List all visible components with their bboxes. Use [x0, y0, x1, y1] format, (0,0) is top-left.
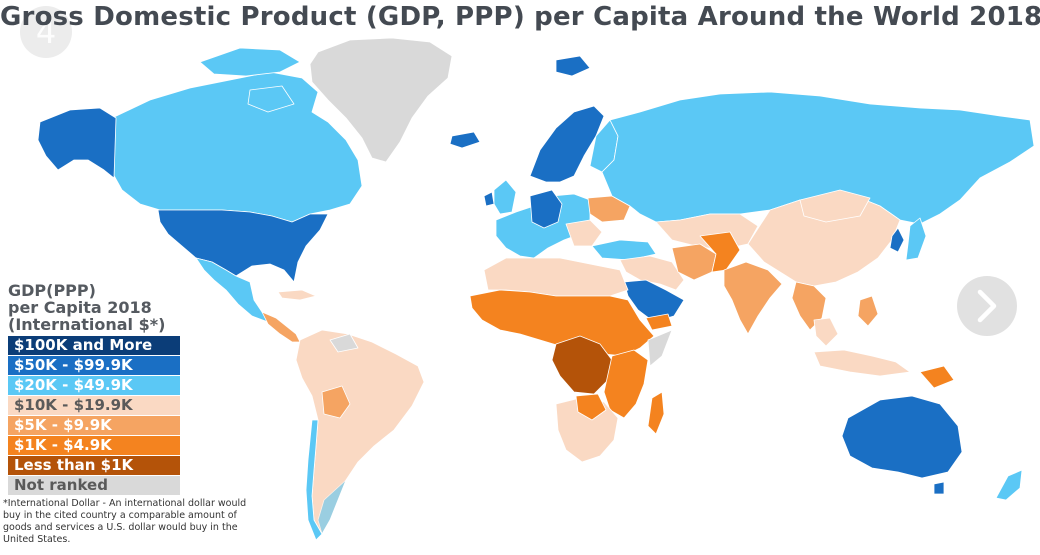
- region-chile: [305, 419, 323, 541]
- footnote: *International Dollar - An international…: [3, 498, 247, 545]
- region-saudi-arabia: [623, 279, 685, 323]
- legend-item-50k: $50K - $99.9K: [8, 356, 180, 375]
- next-slide-button[interactable]: [957, 276, 1017, 336]
- region-drc: [551, 335, 613, 395]
- legend-item-5k: $5K - $9.9K: [8, 416, 180, 435]
- region-usa: [157, 209, 329, 283]
- legend-title-line: per Capita 2018: [8, 298, 152, 317]
- legend-item-not-ranked: Not ranked: [8, 476, 180, 495]
- legend-title: GDP(PPP) per Capita 2018 (International …: [8, 282, 180, 333]
- map-title: Gross Domestic Product (GDP, PPP) per Ca…: [0, 2, 1040, 32]
- slide-number-badge: 4: [20, 6, 72, 58]
- region-australia: [841, 395, 963, 479]
- region-uk: [493, 179, 517, 215]
- legend-title-line: GDP(PPP): [8, 281, 96, 300]
- region-alaska: [37, 107, 117, 179]
- legend-item-less-than-1k: Less than $1K: [8, 456, 180, 475]
- legend-item-100k: $100K and More: [8, 336, 180, 355]
- chevron-right-icon: [977, 289, 997, 323]
- region-india: [723, 261, 783, 335]
- region-scandinavia: [529, 105, 605, 183]
- legend-item-20k: $20K - $49.9K: [8, 376, 180, 395]
- legend: GDP(PPP) per Capita 2018 (International …: [8, 282, 180, 496]
- region-central-america: [261, 311, 301, 343]
- region-japan: [905, 217, 927, 261]
- region-greenland: [309, 37, 453, 163]
- region-iceland: [449, 131, 481, 149]
- legend-item-10k: $10K - $19.9K: [8, 396, 180, 415]
- region-russia: [601, 91, 1035, 225]
- legend-title-line: (International $*): [8, 315, 166, 334]
- legend-item-1k: $1K - $4.9K: [8, 436, 180, 455]
- region-turkey: [591, 239, 657, 261]
